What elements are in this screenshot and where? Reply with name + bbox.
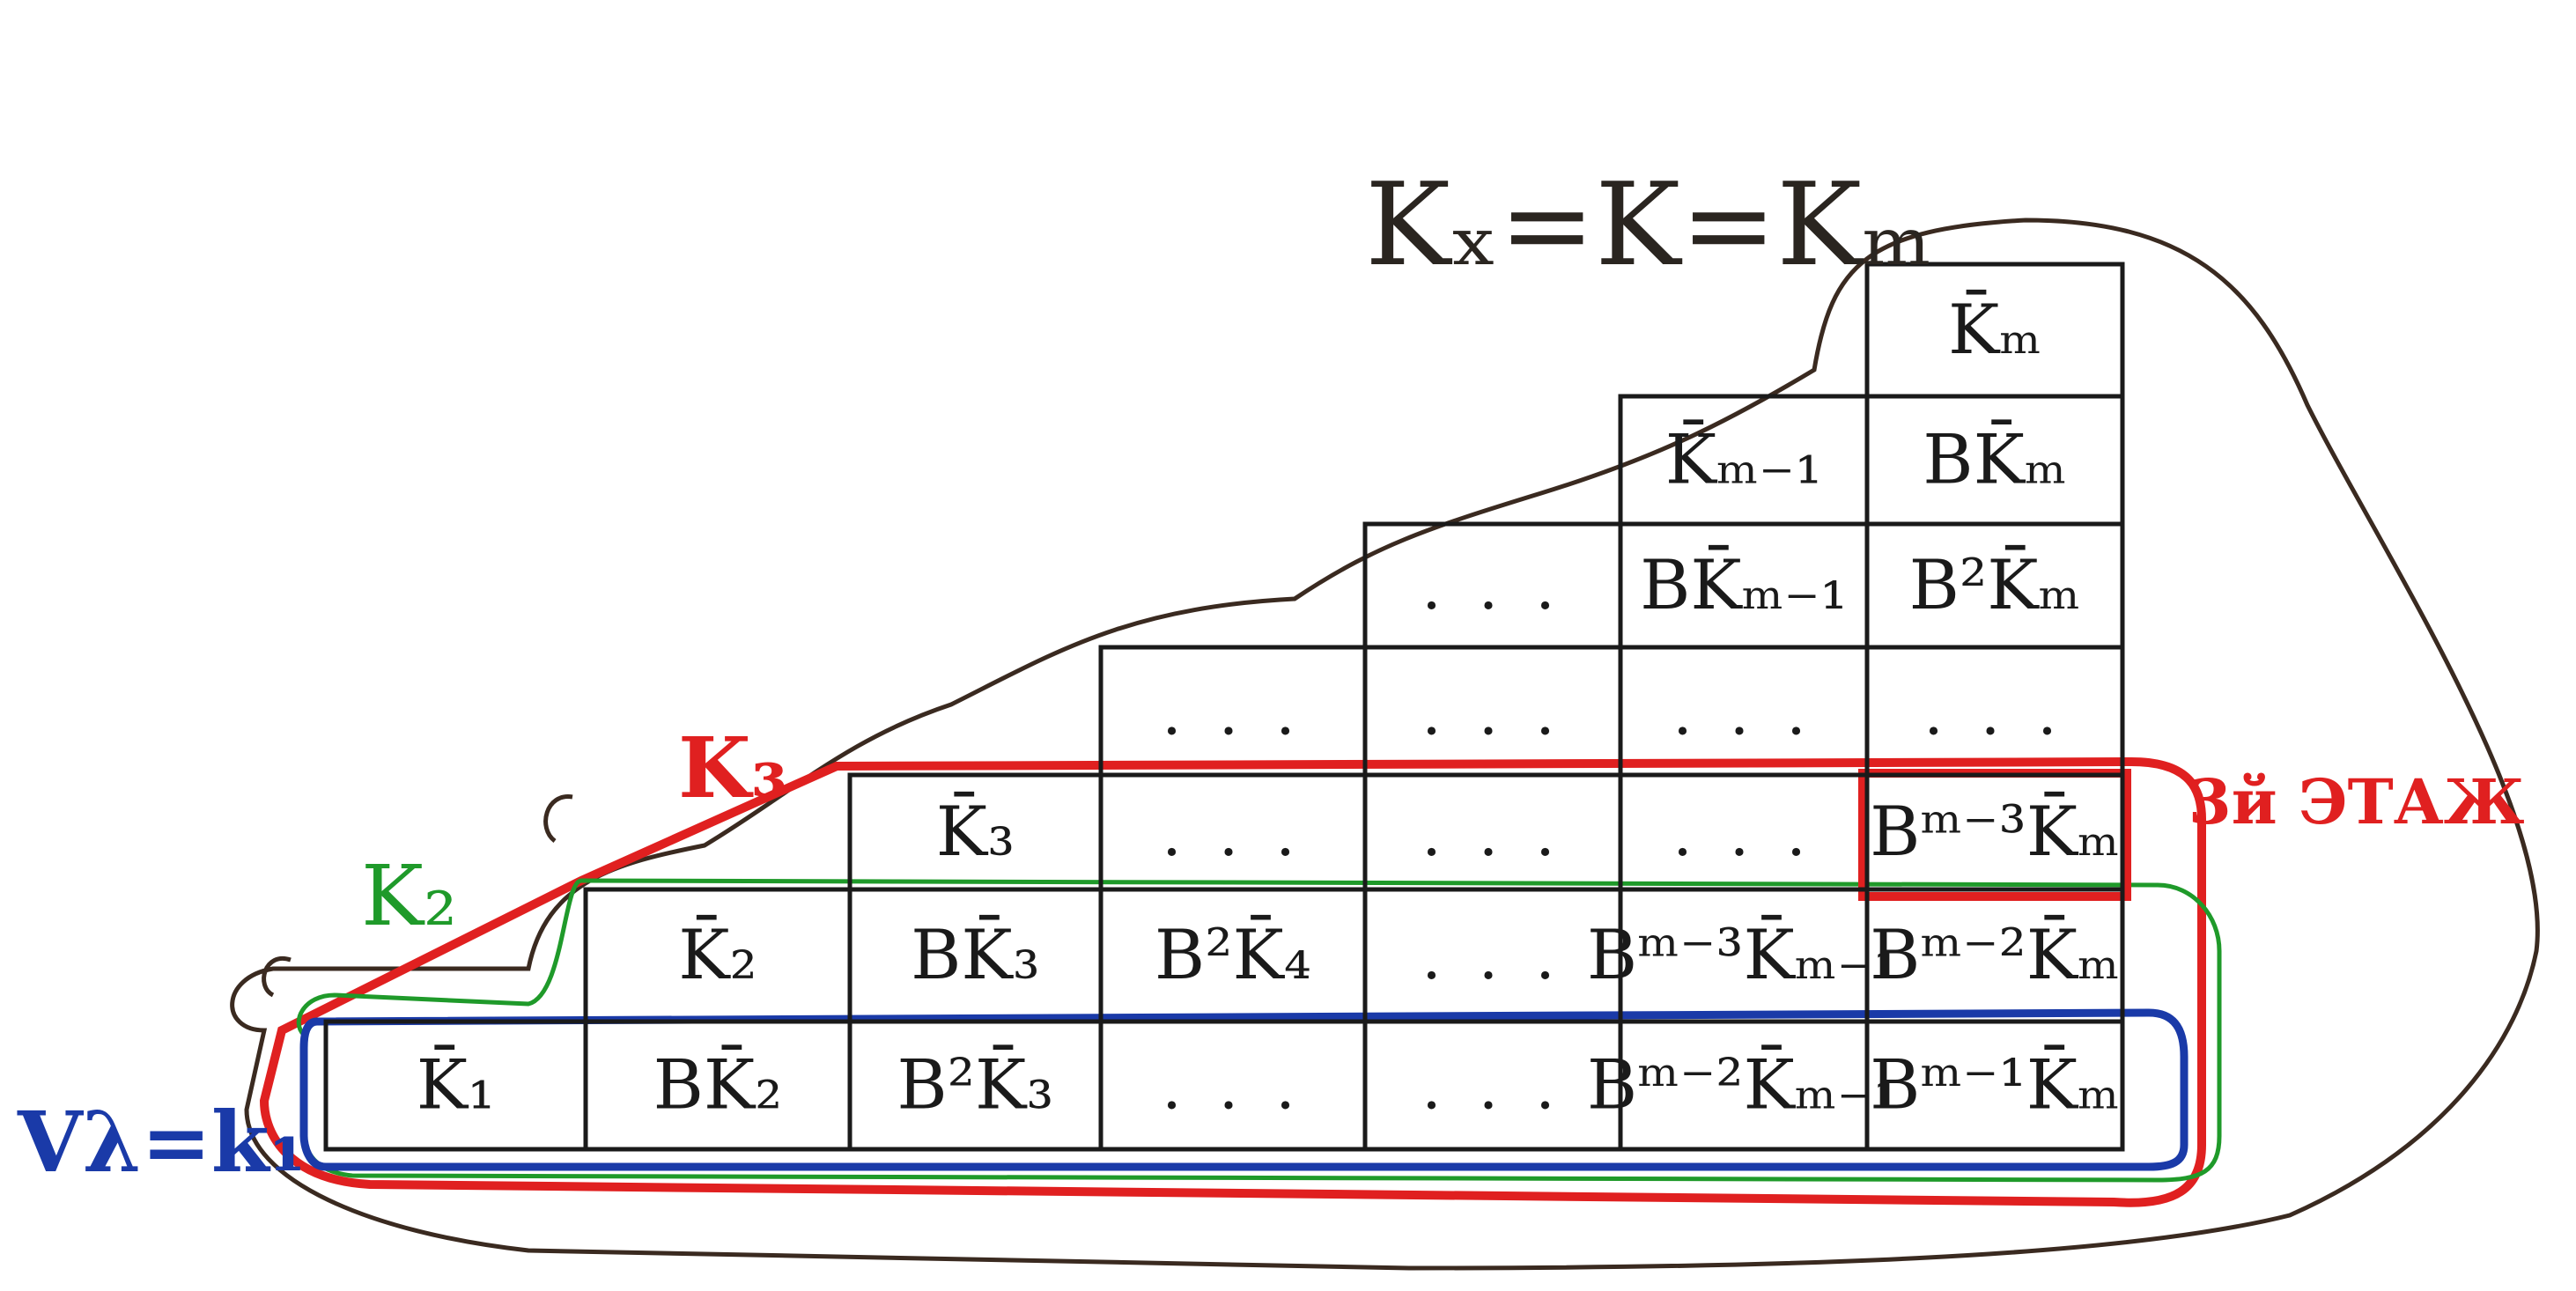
cell-label: Βᵐ⁻³K̄ₘ₋₁ <box>1587 914 1901 995</box>
cell-label: Βᵐ⁻³K̄ₘ <box>1870 791 2120 872</box>
k3-label: K₃ <box>678 719 787 817</box>
cell-label: K̄₂ <box>678 914 757 995</box>
cell-label: . . . <box>1672 798 1814 870</box>
cell-label: . . . <box>1421 551 1563 623</box>
cell-label: ΒK̄ₘ <box>1923 418 2066 499</box>
grid <box>323 262 2125 1152</box>
k3-outline <box>259 756 2206 1207</box>
v-lambda-label: Vλ=k₁ <box>17 1094 306 1191</box>
cell-label: Βᵐ⁻²K̄ₘ₋₁ <box>1587 1044 1901 1125</box>
cell-label: Βᵐ⁻²K̄ₘ <box>1870 914 2120 995</box>
cell-label: . . . <box>1162 677 1303 749</box>
hook-mark <box>543 794 573 843</box>
cell-label: . . . <box>1923 677 2065 749</box>
cells: K̄ₘ K̄ₘ₋₁ ΒK̄ₘ . . . ΒK̄ₘ₋₁ Β²K̄ₘ . . . . . . . … <box>417 289 2120 1125</box>
cell-label: . . . <box>1421 1051 1563 1124</box>
cell-label: Βᵐ⁻¹K̄ₘ <box>1870 1044 2120 1125</box>
cell-label: K̄₃ <box>936 791 1015 872</box>
cell-label: K̄₁ <box>417 1044 496 1125</box>
cell-label: . . . <box>1672 677 1814 749</box>
cell-label: . . . <box>1162 798 1303 870</box>
outer-outline <box>230 218 2540 1271</box>
cell-label: Β²K̄ₘ <box>1909 544 2081 625</box>
cell-label: . . . <box>1421 798 1563 870</box>
cell-label: . . . <box>1162 1051 1303 1124</box>
grid-cell <box>1864 1019 2125 1152</box>
cell-label: . . . <box>1421 921 1563 993</box>
k2-outline <box>296 878 2222 1183</box>
k2-label: K₂ <box>361 848 457 945</box>
hook-mark <box>262 955 292 998</box>
v-lambda-outline <box>299 1008 2188 1171</box>
cell-label: Β²K̄₃ <box>897 1044 1053 1125</box>
cell-label: ΒK̄₂ <box>653 1044 783 1125</box>
floor-label: 3й ЭТАЖ <box>2188 765 2525 838</box>
cell-label: ΒK̄ₘ₋₁ <box>1640 544 1848 625</box>
cell-label: ΒK̄₃ <box>911 914 1040 995</box>
cell-label: Β²K̄₄ <box>1155 914 1311 995</box>
cell-label: K̄ₘ <box>1948 289 2041 370</box>
cell-label: K̄ₘ₋₁ <box>1665 418 1823 499</box>
diagram-title: Kₓ=K=Kₘ <box>1365 158 1932 291</box>
cell-label: . . . <box>1421 677 1563 749</box>
